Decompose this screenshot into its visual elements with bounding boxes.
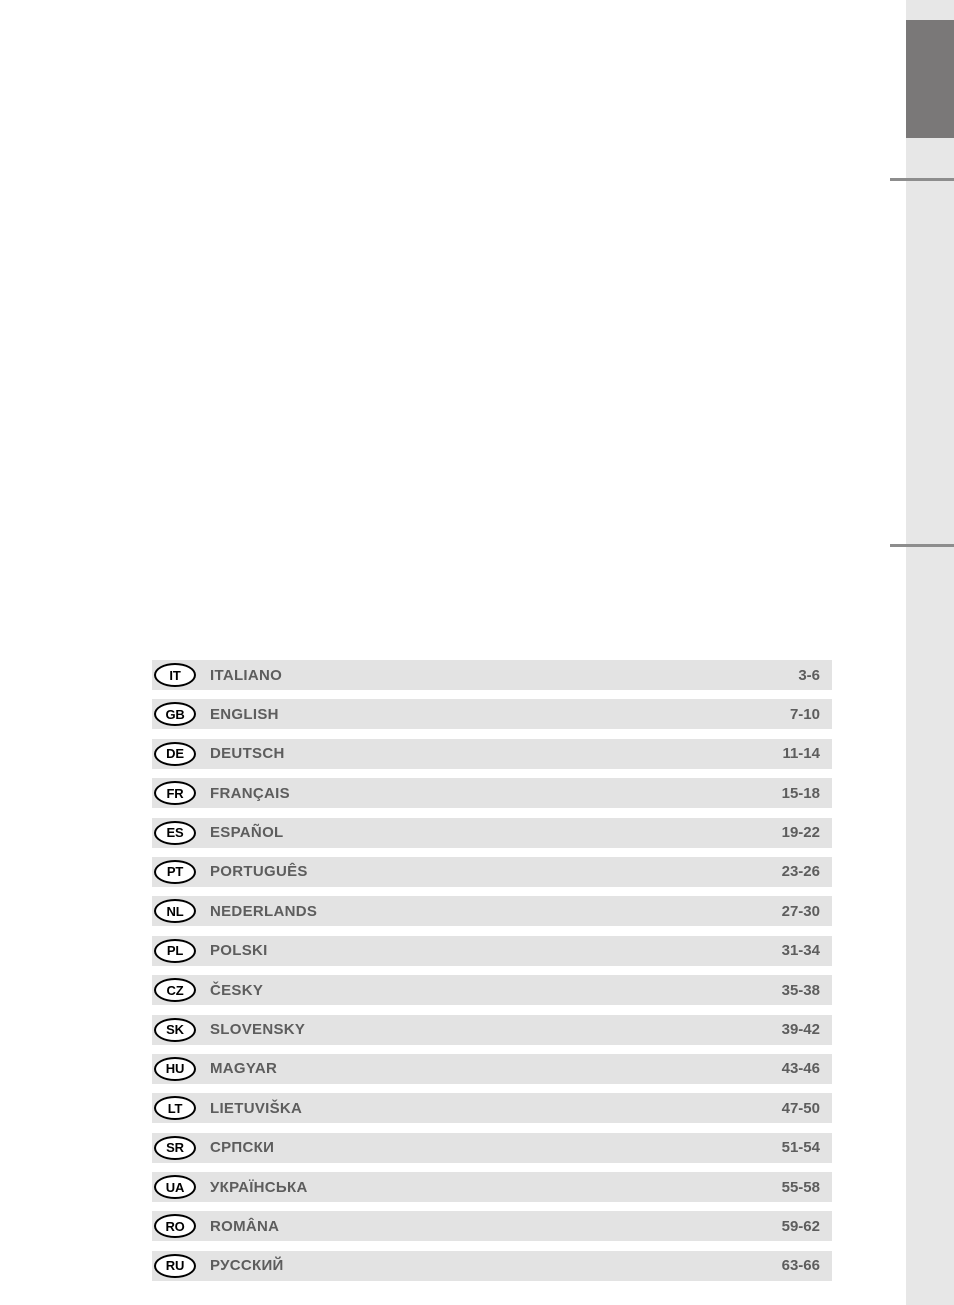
page-range: 47-50 xyxy=(782,1100,820,1117)
page-range: 27-30 xyxy=(782,903,820,920)
country-badge: UA xyxy=(154,1175,196,1199)
toc-row: UA УКРАЇНСЬКА 55-58 xyxy=(152,1172,832,1202)
language-name: NEDERLANDS xyxy=(210,903,782,920)
page-range: 31-34 xyxy=(782,942,820,959)
language-name: ENGLISH xyxy=(210,706,790,723)
page-range: 51-54 xyxy=(782,1139,820,1156)
toc-row: ES ESPAÑOL 19-22 xyxy=(152,818,832,848)
toc-row: RU РУССКИЙ 63-66 xyxy=(152,1251,832,1281)
language-name: PORTUGUÊS xyxy=(210,863,782,880)
country-badge: GB xyxy=(154,702,196,726)
language-name: SLOVENSKY xyxy=(210,1021,782,1038)
country-badge: IT xyxy=(154,663,196,687)
page-range: 23-26 xyxy=(782,863,820,880)
language-name: СРПСКИ xyxy=(210,1139,782,1156)
country-badge: PT xyxy=(154,860,196,884)
country-badge: CZ xyxy=(154,978,196,1002)
language-name: УКРАЇНСЬКА xyxy=(210,1179,782,1196)
page-range: 63-66 xyxy=(782,1257,820,1274)
country-badge: RU xyxy=(154,1254,196,1278)
country-badge: HU xyxy=(154,1057,196,1081)
toc-row: NL NEDERLANDS 27-30 xyxy=(152,896,832,926)
toc-row: FR FRANÇAIS 15-18 xyxy=(152,778,832,808)
toc-row: SK SLOVENSKY 39-42 xyxy=(152,1015,832,1045)
sidebar-dark-block xyxy=(906,20,954,138)
country-badge: SK xyxy=(154,1018,196,1042)
language-name: FRANÇAIS xyxy=(210,785,782,802)
language-name: РУССКИЙ xyxy=(210,1257,782,1274)
toc-row: PL POLSKI 31-34 xyxy=(152,936,832,966)
page-range: 35-38 xyxy=(782,982,820,999)
language-name: ČESKY xyxy=(210,982,782,999)
country-badge: SR xyxy=(154,1136,196,1160)
toc-row: PT PORTUGUÊS 23-26 xyxy=(152,857,832,887)
country-badge: NL xyxy=(154,899,196,923)
page-range: 7-10 xyxy=(790,706,820,723)
toc-row: CZ ČESKY 35-38 xyxy=(152,975,832,1005)
language-name: ESPAÑOL xyxy=(210,824,782,841)
page-range: 43-46 xyxy=(782,1060,820,1077)
toc-row: GB ENGLISH 7-10 xyxy=(152,699,832,729)
language-name: ITALIANO xyxy=(210,667,798,684)
sidebar-strip xyxy=(906,0,954,1305)
toc-row: SR СРПСКИ 51-54 xyxy=(152,1133,832,1163)
toc-row: RO ROMÂNA 59-62 xyxy=(152,1211,832,1241)
language-name: LIETUVIŠKA xyxy=(210,1100,782,1117)
country-badge: RO xyxy=(154,1214,196,1238)
toc-row: HU MAGYAR 43-46 xyxy=(152,1054,832,1084)
language-name: DEUTSCH xyxy=(210,745,782,762)
page-range: 39-42 xyxy=(782,1021,820,1038)
page-range: 59-62 xyxy=(782,1218,820,1235)
page-range: 19-22 xyxy=(782,824,820,841)
page-range: 15-18 xyxy=(782,785,820,802)
table-of-contents: IT ITALIANO 3-6 GB ENGLISH 7-10 DE DEUTS… xyxy=(152,660,832,1290)
language-name: ROMÂNA xyxy=(210,1218,782,1235)
country-badge: DE xyxy=(154,742,196,766)
country-badge: LT xyxy=(154,1096,196,1120)
page-range: 11-14 xyxy=(782,745,820,762)
country-badge: FR xyxy=(154,781,196,805)
sidebar-tick-bottom xyxy=(890,544,954,547)
language-name: MAGYAR xyxy=(210,1060,782,1077)
toc-row: LT LIETUVIŠKA 47-50 xyxy=(152,1093,832,1123)
page-range: 55-58 xyxy=(782,1179,820,1196)
sidebar-tick-top xyxy=(890,178,954,181)
page-range: 3-6 xyxy=(798,667,820,684)
country-badge: ES xyxy=(154,821,196,845)
toc-row: IT ITALIANO 3-6 xyxy=(152,660,832,690)
country-badge: PL xyxy=(154,939,196,963)
language-name: POLSKI xyxy=(210,942,782,959)
toc-row: DE DEUTSCH 11-14 xyxy=(152,739,832,769)
